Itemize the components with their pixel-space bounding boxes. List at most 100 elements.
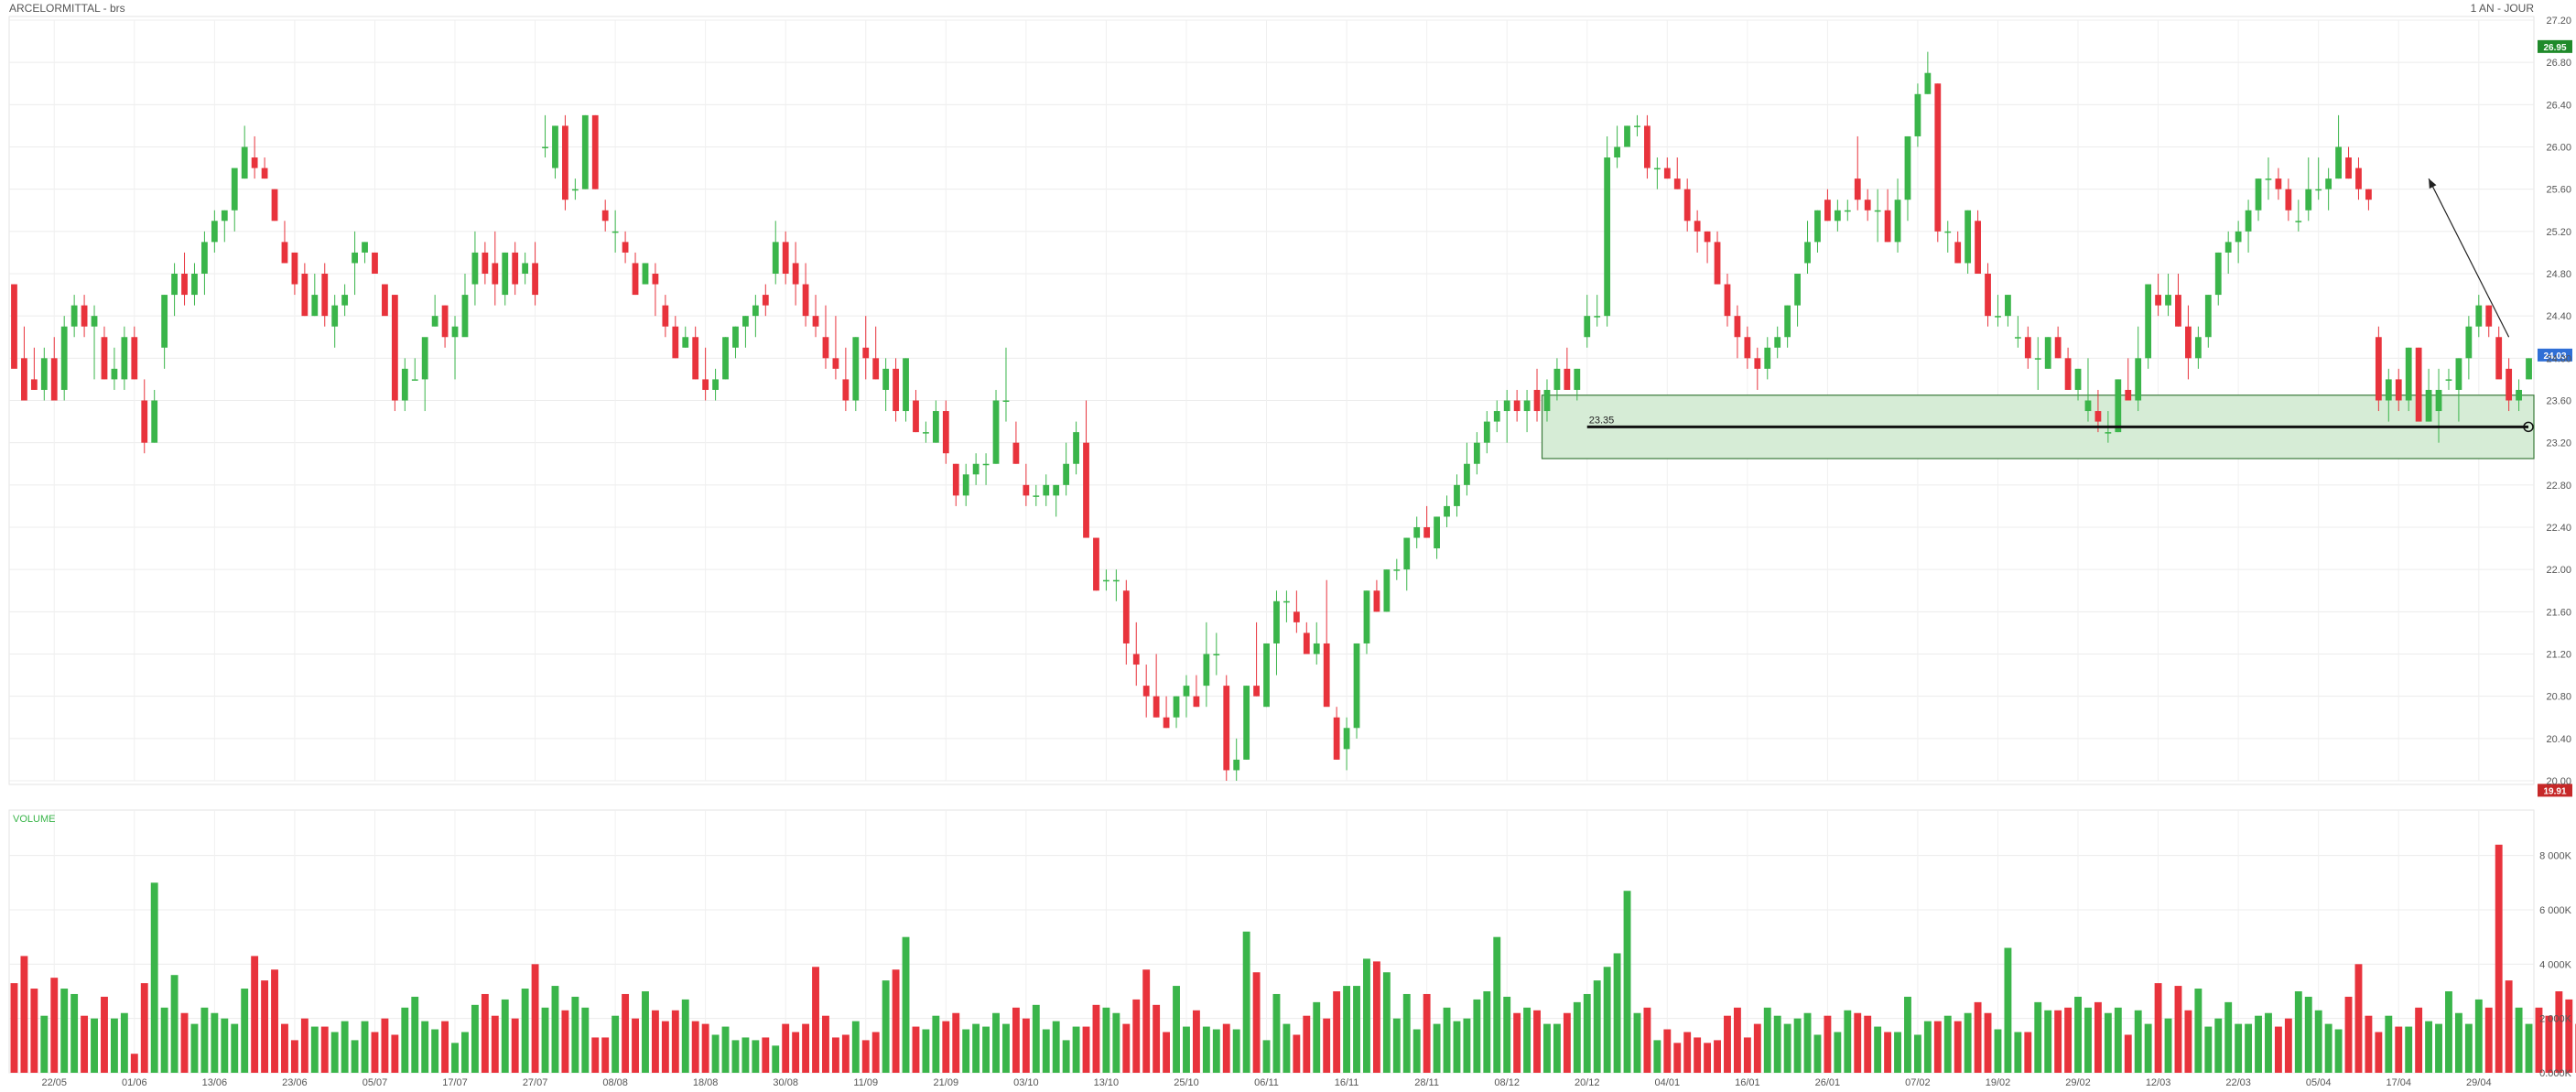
volume-bar: [902, 936, 910, 1073]
volume-bar: [1463, 1018, 1471, 1073]
candle-body: [2455, 358, 2462, 390]
candle-body: [2375, 337, 2382, 401]
volume-bar: [361, 1021, 369, 1073]
candle-body: [1543, 389, 1551, 412]
volume-bar: [2385, 1015, 2393, 1073]
volume-bar: [190, 1023, 199, 1073]
volume-bar: [1923, 1021, 1932, 1073]
volume-bar: [110, 1018, 118, 1073]
candle-body: [612, 231, 619, 233]
volume-bar: [2114, 1007, 2122, 1073]
candle-body: [231, 168, 238, 211]
candle-body: [882, 368, 890, 390]
volume-bar: [1112, 1012, 1120, 1073]
volume-bar: [320, 1026, 329, 1073]
volume-bar: [782, 1023, 790, 1073]
candle-body: [1884, 210, 1891, 243]
candle-body: [1203, 654, 1210, 687]
volume-bar: [962, 1029, 970, 1073]
volume-bar: [1913, 1034, 1921, 1073]
candle-body: [1273, 600, 1280, 643]
volume-bar: [1022, 1018, 1030, 1073]
candle-body: [802, 284, 809, 317]
candle-body: [532, 263, 538, 296]
volume-bar: [70, 993, 79, 1073]
x-tick-label: 26/01: [1815, 1077, 1841, 1088]
candle-body: [562, 125, 568, 200]
volume-bar: [1663, 1029, 1672, 1073]
candle-body: [502, 252, 509, 296]
candle-body: [2235, 231, 2242, 243]
volume-bar: [1082, 1026, 1090, 1073]
volume-bar: [1293, 1034, 1301, 1073]
volume-bar: [1202, 1026, 1210, 1073]
candle-body: [1985, 274, 1991, 317]
volume-bar: [271, 969, 278, 1073]
candle-body: [301, 274, 308, 317]
candle-body: [2224, 242, 2232, 253]
candle-body: [2115, 379, 2122, 433]
low-price-tag-bg: [2538, 784, 2572, 797]
price-tick-label: 21.20: [2546, 650, 2571, 661]
volume-bar: [1613, 953, 1621, 1073]
volume-bar: [170, 975, 179, 1073]
volume-bar: [1854, 1012, 1862, 1073]
volume-bar: [741, 1037, 750, 1073]
volume-bar: [1513, 1012, 1521, 1073]
volume-bar: [2274, 1026, 2282, 1073]
volume-bar: [792, 1032, 800, 1073]
candle-body: [161, 295, 168, 348]
volume-bar: [1372, 961, 1380, 1073]
volume-bar: [160, 1007, 168, 1073]
candle-body: [2105, 432, 2112, 434]
volume-bar: [1653, 1040, 1661, 1073]
candle-body: [2345, 157, 2352, 179]
volume-bar: [2174, 986, 2182, 1073]
candle-body: [1553, 368, 1561, 390]
volume-bar: [1954, 1021, 1962, 1073]
volume-bar: [10, 983, 18, 1073]
x-tick-label: 13/10: [1094, 1077, 1120, 1088]
price-tick-label: 26.80: [2546, 58, 2571, 69]
volume-bar: [241, 989, 249, 1073]
chart-period: 1 AN - JOUR: [2471, 2, 2535, 15]
candle-body: [1193, 696, 1200, 708]
candle-body: [1614, 146, 1620, 158]
volume-bar: [1583, 993, 1591, 1073]
volume-bar: [2214, 1018, 2223, 1073]
candle-body: [2014, 337, 2021, 339]
candle-body: [1233, 759, 1240, 771]
candle-body: [2325, 178, 2332, 189]
candle-body: [1333, 717, 1340, 760]
candle-body: [131, 337, 138, 380]
candle-body: [1053, 484, 1060, 496]
volume-bar: [1884, 1032, 1892, 1073]
volume-bar: [401, 1007, 409, 1073]
candle-body: [1363, 590, 1370, 643]
candle-body: [1663, 168, 1671, 179]
volume-bar: [752, 1040, 760, 1073]
candle-body: [411, 379, 418, 381]
candle-body: [2475, 305, 2483, 327]
volume-bar: [1163, 1032, 1171, 1073]
volume-bar: [2314, 1010, 2322, 1073]
volume-bar: [1824, 1015, 1832, 1073]
candle-body: [962, 474, 969, 496]
x-tick-label: 08/12: [1494, 1077, 1520, 1088]
volume-bar: [1092, 1004, 1100, 1073]
candle-body: [2526, 358, 2532, 380]
volume-bar: [1984, 1012, 1992, 1073]
price-tick-label: 24.40: [2546, 311, 2571, 322]
volume-bar: [2565, 999, 2573, 1073]
volume-bars: [10, 844, 2576, 1073]
candle-body: [2285, 189, 2292, 211]
candle-body: [2465, 326, 2473, 359]
candle-body: [241, 146, 248, 179]
x-tick-label: 06/11: [1254, 1077, 1279, 1088]
volume-bar: [2064, 1007, 2073, 1073]
price-tick-label: 22.40: [2546, 523, 2571, 534]
candle-body: [181, 274, 188, 296]
candle-body: [1954, 242, 1962, 264]
candle-body: [982, 463, 990, 466]
volume-bar: [1743, 1037, 1751, 1073]
